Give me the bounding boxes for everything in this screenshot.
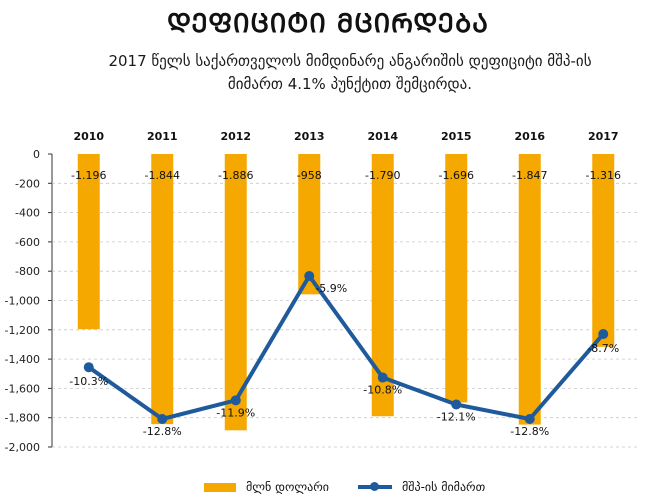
gdp-ratio-point-2017 [598,329,609,340]
bar-value-label: -1.790 [365,169,400,182]
legend-item-bars: მლნ დოლარი [204,480,329,494]
y-tick-label: -1,400 [5,353,40,366]
chart-title: ᲓᲔᲤᲘᲪᲘᲢᲘ ᲛᲪᲘᲠᲓᲔᲑᲐ [167,9,489,39]
gdp-ratio-point-2013 [304,271,315,281]
bar-2010 [77,154,100,330]
legend-label-bars: მლნ დოლარი [246,480,330,494]
legend-bar-swatch [204,482,236,492]
year-label-2012: 2012 [220,130,251,143]
y-tick-label: -400 [15,207,40,220]
bar-value-label: -1.847 [512,169,547,182]
y-tick-label: -600 [15,236,40,249]
gdp-ratio-point-2011 [157,414,168,424]
bar-value-label: -1.696 [439,169,474,182]
bar-value-label: -958 [297,169,322,182]
y-tick-label: -1,800 [5,412,40,425]
year-label-2014: 2014 [367,130,398,143]
year-label-2017: 2017 [588,130,619,143]
gdp-ratio-label: -11.9% [216,406,255,419]
bar-2016 [518,154,541,425]
year-label-2013: 2013 [294,130,325,143]
bar-2015 [445,154,468,403]
year-label-2010: 2010 [73,130,104,143]
legend-item-line: მშპ-ის მიმართ [358,480,485,494]
gdp-ratio-point-2015 [451,399,462,410]
gdp-ratio-label: -12.1% [437,410,476,423]
y-tick-label: 0 [33,148,40,161]
y-tick-label: -2,000 [5,441,40,454]
y-tick-label: -800 [15,265,40,278]
bar-value-label: -1.316 [586,169,621,182]
chart-subtitle-line2: მიმართ 4.1% პუნქტით შემცირდა. [227,75,473,93]
bar-value-label: -1.844 [145,169,180,182]
y-tick-label: -1,600 [5,382,40,395]
gdp-ratio-label: -10.3% [69,375,108,388]
gdp-ratio-point-2016 [524,414,535,424]
gdp-ratio-label: -8.7% [587,342,619,355]
gdp-ratio-label: -12.8% [510,425,549,438]
bar-2011 [151,154,174,425]
y-tick-label: -1,200 [5,324,40,337]
year-label-2015: 2015 [441,130,472,143]
year-label-2011: 2011 [147,130,178,143]
year-label-2016: 2016 [514,130,545,143]
bar-2012 [224,154,247,431]
gdp-ratio-point-2014 [377,372,388,383]
chart-subtitle-line1: 2017 წელს საქართველოს მიმდინარე ანგარიში… [108,52,592,70]
bar-2014 [371,154,394,417]
bar-value-label: -1.196 [71,169,106,182]
gdp-ratio-label: -12.8% [143,425,182,438]
chart-legend: მლნ დოლარი მშპ-ის მიმართ [0,480,656,496]
legend-line-dot [370,482,379,491]
legend-line-swatch [358,482,392,491]
gdp-ratio-label: -5.9% [315,282,347,295]
legend-label-line: მშპ-ის მიმართ [402,480,486,494]
gdp-ratio-point-2010 [83,362,94,373]
y-tick-label: -200 [15,177,40,190]
bar-value-label: -1.886 [218,169,253,182]
y-tick-label: -1,000 [5,295,40,308]
gdp-ratio-line [86,274,606,421]
gdp-ratio-label: -10.8% [363,384,402,397]
bar-2013 [298,154,321,295]
gdp-ratio-point-2012 [230,395,241,406]
bar-2017 [592,154,615,347]
